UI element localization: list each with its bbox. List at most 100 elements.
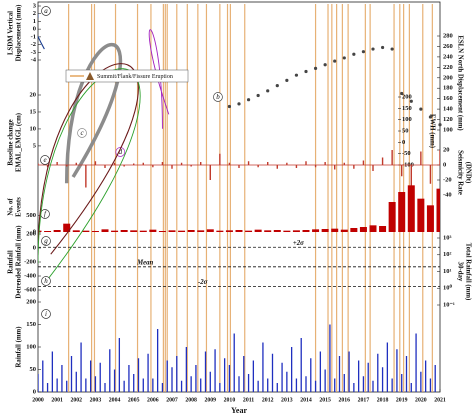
bar bbox=[214, 349, 216, 392]
bar bbox=[219, 383, 221, 392]
y-axis-label: No. of bbox=[8, 198, 15, 216]
bar bbox=[283, 230, 291, 232]
bar bbox=[42, 360, 44, 392]
bar bbox=[85, 378, 87, 392]
bar bbox=[139, 230, 147, 232]
bar bbox=[56, 162, 58, 165]
bar bbox=[405, 356, 408, 392]
plot-frame bbox=[37, 1, 441, 393]
bar bbox=[94, 376, 97, 392]
bar bbox=[91, 231, 99, 232]
bar bbox=[72, 230, 80, 232]
bar bbox=[331, 228, 339, 232]
y2-tick-label: -40 bbox=[443, 191, 452, 198]
bar bbox=[142, 162, 144, 165]
panel-letter: i bbox=[45, 310, 47, 318]
y2-tick-label: 10² bbox=[443, 251, 452, 258]
series-point bbox=[294, 73, 299, 77]
bar bbox=[161, 162, 164, 165]
panel-letter: g bbox=[44, 237, 48, 245]
bar bbox=[388, 202, 396, 232]
bar bbox=[334, 378, 336, 392]
series-point bbox=[304, 69, 308, 74]
bar bbox=[113, 369, 116, 392]
bar bbox=[245, 230, 253, 232]
x-tick-label: 2015 bbox=[319, 397, 331, 403]
bar bbox=[70, 356, 73, 392]
bar bbox=[171, 367, 173, 392]
bar bbox=[300, 338, 302, 392]
panel-letter-circle bbox=[41, 276, 51, 286]
y-axis-label: Displacement (mm) bbox=[16, 5, 23, 62]
panel-letter: f bbox=[44, 210, 47, 218]
bar bbox=[216, 230, 224, 232]
series-point bbox=[227, 104, 232, 109]
x-tick-label: 2005 bbox=[128, 397, 140, 403]
legend-box bbox=[65, 69, 189, 83]
bar bbox=[53, 230, 61, 232]
bar bbox=[101, 229, 109, 232]
bar bbox=[123, 165, 125, 167]
bar bbox=[235, 230, 243, 232]
reference-label: -2σ bbox=[198, 279, 208, 286]
bar bbox=[305, 161, 307, 165]
y2-tick-label: 10⁰ bbox=[443, 284, 453, 292]
bar bbox=[410, 383, 412, 392]
y2-tick-label: 10³ bbox=[443, 234, 452, 241]
bar bbox=[415, 333, 417, 392]
bar bbox=[350, 228, 358, 232]
bar bbox=[407, 185, 415, 232]
bar bbox=[329, 324, 331, 392]
bar bbox=[104, 383, 106, 392]
series-point bbox=[313, 66, 318, 70]
bar bbox=[410, 165, 412, 192]
bar bbox=[209, 371, 211, 392]
bar bbox=[99, 362, 101, 392]
series-point bbox=[380, 45, 385, 50]
bar bbox=[286, 162, 288, 165]
y-tick-label: 0 bbox=[33, 244, 36, 251]
y2-tick-label: 0 bbox=[443, 161, 446, 168]
y2-tick-label: 10⁻¹ bbox=[443, 301, 455, 308]
bar bbox=[225, 230, 233, 232]
bar bbox=[51, 351, 54, 392]
bar bbox=[158, 231, 166, 232]
y-tick-label: 500 bbox=[26, 212, 36, 219]
series-point bbox=[400, 91, 404, 96]
y-tick-label: 15 bbox=[30, 108, 37, 115]
bar bbox=[343, 374, 345, 392]
y2-tick-label: 200 bbox=[443, 74, 453, 81]
y-axis-label: Baseline change bbox=[8, 119, 15, 165]
x-tick-label: 2009 bbox=[204, 397, 216, 403]
y-tick-label: 3 bbox=[33, 2, 37, 9]
bar bbox=[180, 162, 183, 165]
bar bbox=[176, 356, 178, 392]
x-tick-label: 2003 bbox=[90, 397, 102, 403]
x-tick-label: 2008 bbox=[185, 397, 197, 403]
bar bbox=[312, 229, 320, 232]
bar bbox=[262, 342, 264, 392]
y-tick-label: -3 bbox=[31, 49, 37, 56]
bar bbox=[82, 230, 90, 232]
y-tick-label: 100 bbox=[26, 343, 36, 350]
bar bbox=[178, 230, 186, 232]
bar bbox=[38, 163, 39, 165]
y2-tick-label: 180 bbox=[443, 85, 453, 92]
bar bbox=[94, 161, 97, 165]
bar bbox=[362, 160, 365, 165]
bar bbox=[38, 374, 39, 392]
bar bbox=[61, 365, 63, 392]
y-tick-label: 150 bbox=[26, 321, 36, 328]
bar bbox=[252, 360, 255, 392]
bar bbox=[348, 351, 350, 392]
y-axis-label: Rainfall (mm) bbox=[16, 327, 23, 368]
bar bbox=[391, 378, 393, 392]
panel-letter-circle bbox=[77, 128, 87, 138]
bar bbox=[420, 371, 422, 392]
bar bbox=[434, 365, 436, 392]
bar bbox=[257, 380, 259, 392]
bar bbox=[187, 230, 195, 232]
series-point bbox=[266, 89, 270, 93]
y2-tick-label: 20 bbox=[443, 146, 450, 153]
bar bbox=[247, 161, 250, 165]
